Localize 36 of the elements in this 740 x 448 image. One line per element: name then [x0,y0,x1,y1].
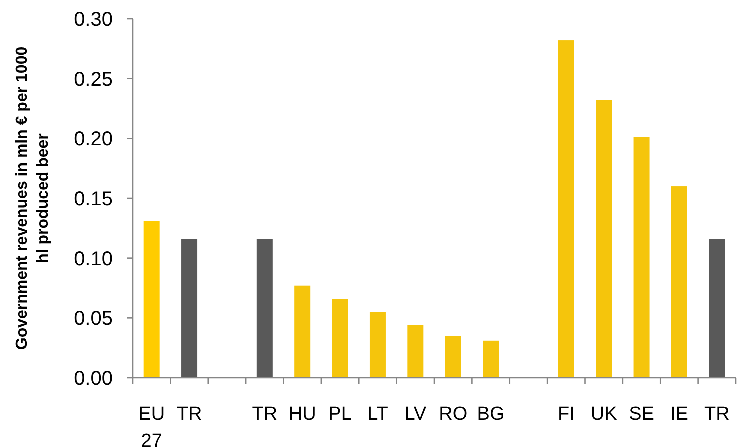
bar [596,100,612,378]
x-tick-label: TR [176,404,202,425]
y-tick-label: 0.10 [74,248,113,270]
y-tick-label: 0.30 [74,9,113,31]
x-tick-label: LV [404,404,427,425]
x-tick-label: BG [477,404,505,425]
x-tick-label: RO [439,404,468,425]
x-tick-label: HU [288,404,316,425]
bar [634,137,650,378]
bar [709,239,726,378]
x-tick-label: LT [368,404,389,425]
x-tick-label: TR [252,404,278,425]
bar [558,40,574,378]
x-tick-label: PL [328,404,352,425]
x-tick-label: FI [558,404,575,425]
x-tick-label: IE [670,404,688,425]
bar [294,286,311,378]
bar [370,312,386,378]
bar [256,239,273,378]
bar [483,340,500,378]
y-tick-label: 0.00 [74,368,113,390]
x-tick-label: UK [590,404,618,425]
y-tick-label: 0.20 [74,128,113,151]
x-tick-label: EU 27 [138,404,166,448]
bar [332,299,348,378]
x-tick-label: SE [629,404,654,425]
bar [671,186,688,378]
y-tick-label: 0.15 [74,188,113,210]
bar [445,336,462,378]
y-tick-label: 0.25 [74,68,113,91]
y-tick-label: 0.05 [74,308,113,330]
y-axis-title: Government revenues in mln € per 1000 hl produced beer [14,46,52,350]
x-tick-label: TR [704,404,730,425]
bar [408,325,424,378]
bar [182,239,198,378]
bar [144,221,160,378]
